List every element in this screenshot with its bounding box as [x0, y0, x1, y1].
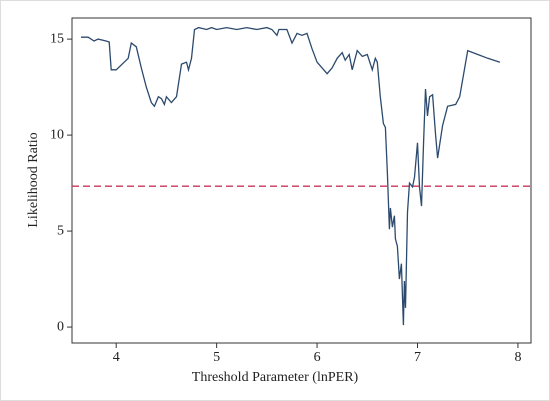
y-tick-label: 5 — [57, 223, 64, 238]
x-axis-label: Threshold Parameter (lnPER) — [192, 370, 359, 385]
y-tick-label: 15 — [50, 31, 64, 46]
x-tick-label: 8 — [514, 350, 521, 365]
y-tick-label: 0 — [57, 319, 64, 334]
x-tick-label: 5 — [213, 350, 220, 365]
x-tick-label: 7 — [414, 350, 421, 365]
x-tick-label: 4 — [113, 350, 120, 365]
y-tick-label: 10 — [50, 127, 64, 142]
x-tick-label: 6 — [314, 350, 321, 365]
line-series — [81, 26, 501, 326]
plot-area — [71, 17, 532, 344]
y-axis-label: Likelihood Ratio — [26, 132, 41, 227]
